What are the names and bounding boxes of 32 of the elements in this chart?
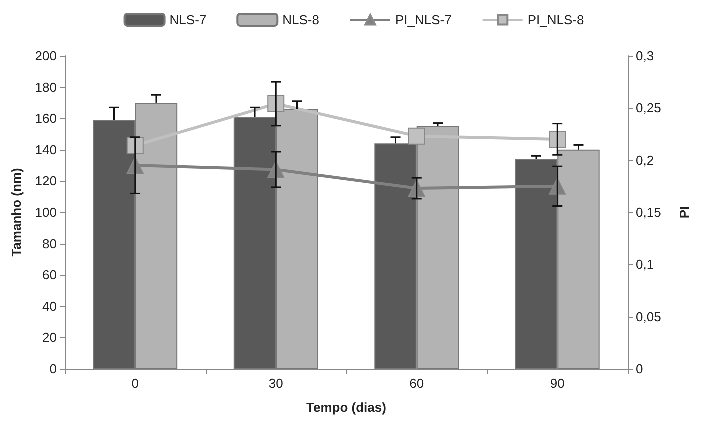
y2-tick-label: 0,3 xyxy=(636,48,654,64)
x-tick-label: 30 xyxy=(268,376,284,391)
y2-tick-label: 0 xyxy=(636,362,644,376)
point xyxy=(549,130,566,148)
y2-axis-title: PI xyxy=(677,206,692,219)
y2-tick-label: 0,15 xyxy=(636,205,662,220)
legend-label: NLS-7 xyxy=(170,12,207,28)
y2-tick-label: 0,2 xyxy=(636,152,654,168)
x-tick-label: 0 xyxy=(132,376,139,391)
y-tick-label: 60 xyxy=(42,268,57,283)
y-tick-label: 140 xyxy=(35,142,57,158)
y-tick-label: 0 xyxy=(50,362,57,376)
y-tick-label: 160 xyxy=(35,111,57,126)
y-tick-label: 200 xyxy=(35,48,57,64)
point xyxy=(408,128,426,145)
y-tick-label: 80 xyxy=(42,236,57,252)
y2-tick-label: 0,25 xyxy=(636,100,662,116)
legend-label: NLS-8 xyxy=(282,12,320,28)
y-axis-title: Tamanho (nm) xyxy=(9,168,24,257)
x-axis-title: Tempo (dias) xyxy=(306,400,386,415)
y-tick-label: 100 xyxy=(35,205,57,220)
legend-label: PI_NLS-8 xyxy=(528,12,584,28)
y-tick-label: 120 xyxy=(35,174,57,189)
y2-tick-label: 0,05 xyxy=(636,309,662,324)
x-tick-label: 60 xyxy=(410,376,424,391)
x-tick-label: 90 xyxy=(550,376,565,391)
y2-tick-label: 0,1 xyxy=(636,257,654,272)
y-tick-label: 20 xyxy=(42,330,57,346)
y-tick-label: 180 xyxy=(35,80,57,95)
legend-label: PI_NLS-7 xyxy=(395,12,452,28)
y-tick-label: 40 xyxy=(42,298,57,314)
point xyxy=(268,95,285,112)
